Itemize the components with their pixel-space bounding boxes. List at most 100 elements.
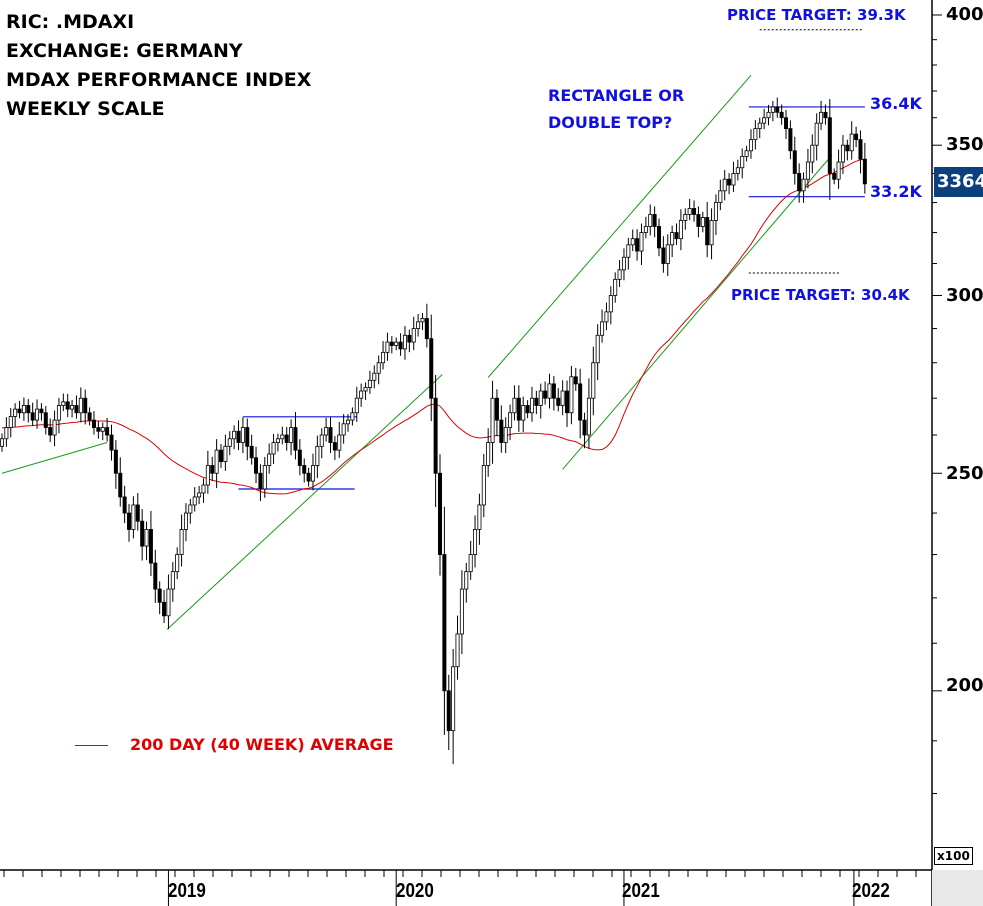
candle-down xyxy=(674,232,679,240)
candle-up xyxy=(529,397,534,414)
candle-up xyxy=(227,438,232,447)
candle-down xyxy=(91,419,96,428)
candle-up xyxy=(740,156,745,169)
candle-down xyxy=(854,133,859,141)
candle-down xyxy=(113,449,118,474)
candle-down xyxy=(442,554,447,692)
y-tick-350: 350 xyxy=(946,134,983,155)
candle-up xyxy=(240,427,245,443)
candle-down xyxy=(573,376,578,385)
candle-down xyxy=(83,397,88,414)
candle-up xyxy=(481,465,486,506)
candle-up xyxy=(626,244,631,258)
candle-up xyxy=(8,416,13,428)
moving-average-line xyxy=(2,158,865,495)
candle-down xyxy=(258,472,263,490)
candle-up xyxy=(201,484,206,494)
candle-down xyxy=(26,405,31,414)
candle-down xyxy=(140,520,145,547)
candle-up xyxy=(262,465,267,490)
candle-up xyxy=(223,445,228,463)
candle-down xyxy=(297,449,302,466)
candle-down xyxy=(127,512,132,530)
candle-down xyxy=(823,111,828,119)
candle-down xyxy=(157,588,162,603)
candle-down xyxy=(122,496,127,514)
candle-up xyxy=(464,571,469,590)
candle-down xyxy=(30,412,35,421)
candle-up xyxy=(560,390,565,406)
candle-down xyxy=(284,434,289,443)
candle-up xyxy=(100,427,105,432)
header-ric: RIC: .MDAXI xyxy=(6,11,135,33)
candle-up xyxy=(512,397,517,414)
candle-down xyxy=(74,405,79,414)
candle-up xyxy=(665,244,670,264)
candle-down xyxy=(525,405,530,414)
candle-up xyxy=(359,390,364,399)
candle-up xyxy=(205,465,210,486)
candle-up xyxy=(52,419,57,436)
candle-up xyxy=(648,214,653,227)
candle-down xyxy=(87,412,92,421)
header-scale: WEEKLY SCALE xyxy=(6,98,165,120)
trendline-channel-lower xyxy=(562,154,833,470)
candle-down xyxy=(135,504,140,522)
candle-up xyxy=(508,412,513,428)
candle-up xyxy=(78,397,83,414)
candle-down xyxy=(218,449,223,463)
candle-up xyxy=(643,226,648,233)
y-tick-250: 250 xyxy=(946,463,983,484)
candle-down xyxy=(797,173,802,192)
candle-up xyxy=(192,496,197,506)
candle-down xyxy=(424,318,429,340)
candle-down xyxy=(727,178,732,186)
candle-down xyxy=(494,397,499,421)
candle-down xyxy=(775,106,780,113)
corner-pane xyxy=(932,870,983,906)
candle-up xyxy=(801,178,806,192)
candle-up xyxy=(709,220,714,246)
candle-down xyxy=(652,214,657,227)
candle-up xyxy=(363,387,368,392)
candle-up xyxy=(381,351,386,364)
candle-down xyxy=(43,412,48,428)
candle-up xyxy=(617,269,622,280)
candle-up xyxy=(748,139,753,152)
candle-down xyxy=(48,427,53,436)
candle-down xyxy=(236,430,241,443)
candle-up xyxy=(468,554,473,573)
candle-up xyxy=(315,445,320,466)
candle-up xyxy=(289,427,294,443)
x-tick-2021: 2021 xyxy=(622,880,660,902)
candle-down xyxy=(788,128,793,152)
candle-down xyxy=(162,601,167,617)
candle-down xyxy=(148,529,153,564)
candle-down xyxy=(534,397,539,406)
candle-up xyxy=(604,311,609,323)
candle-up xyxy=(486,442,491,466)
candle-up xyxy=(521,405,526,421)
candle-up xyxy=(337,434,342,451)
candle-down xyxy=(65,401,70,410)
candle-up xyxy=(179,529,184,555)
candle-down xyxy=(551,383,556,399)
candle-down xyxy=(692,208,697,215)
y-tick-200: 200 xyxy=(946,675,983,696)
candle-up xyxy=(275,438,280,443)
candle-up xyxy=(346,419,351,425)
candle-down xyxy=(302,465,307,474)
trendline-2019-uptrend xyxy=(166,374,443,630)
candle-down xyxy=(254,457,259,474)
candle-up xyxy=(341,423,346,436)
x-tick-2019: 2019 xyxy=(168,880,206,902)
candle-down xyxy=(433,397,438,474)
trendline-early-support xyxy=(1,442,108,474)
candle-up xyxy=(477,504,482,530)
candle-up xyxy=(131,504,136,530)
candle-up xyxy=(402,334,407,350)
candle-up xyxy=(473,529,478,555)
candle-up xyxy=(639,232,644,252)
pattern-line-2: DOUBLE TOP? xyxy=(548,113,673,132)
